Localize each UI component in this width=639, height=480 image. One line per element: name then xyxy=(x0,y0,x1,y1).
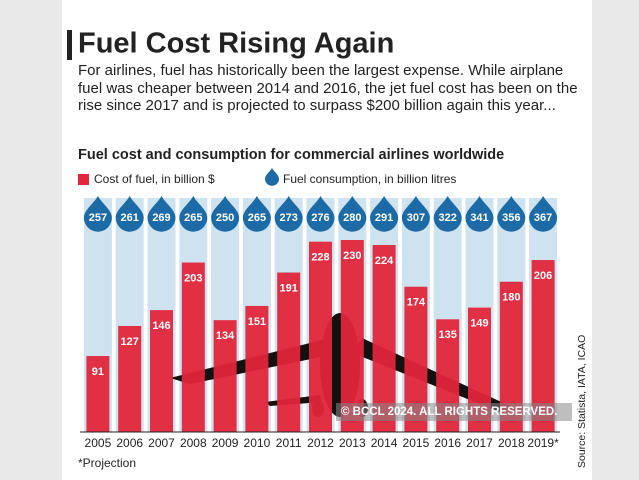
drop-marker xyxy=(465,196,494,232)
drop-marker xyxy=(306,196,335,232)
x-tick-label: 2009 xyxy=(212,436,239,450)
drop-marker xyxy=(529,196,558,232)
bar xyxy=(181,262,205,432)
x-tick-label: 2007 xyxy=(148,436,175,450)
drop-marker xyxy=(274,196,303,232)
bar xyxy=(245,305,269,432)
drop-label: 257 xyxy=(89,212,107,224)
drop-marker xyxy=(497,196,526,232)
drop-label: 341 xyxy=(470,212,488,224)
bar xyxy=(499,281,523,432)
watermark: © BCCL 2024. ALL RIGHTS RESERVED. xyxy=(341,406,557,418)
drop-marker xyxy=(83,196,112,232)
value-label: 91 xyxy=(92,366,104,378)
x-tick-label: 2017 xyxy=(466,436,493,450)
bar xyxy=(340,240,364,432)
bar xyxy=(118,325,142,432)
title-bar xyxy=(67,30,72,60)
x-tick-label: 2013 xyxy=(339,436,366,450)
drop-marker xyxy=(179,196,208,232)
drop-label: 265 xyxy=(184,212,202,224)
drop-label: 261 xyxy=(121,212,139,224)
value-label: 135 xyxy=(439,329,457,341)
drop-label: 276 xyxy=(311,212,329,224)
title: Fuel Cost Rising Again xyxy=(78,28,394,60)
drop-marker xyxy=(115,196,144,232)
bar xyxy=(86,356,110,432)
value-label: 180 xyxy=(502,292,520,304)
x-tick-label: 2018 xyxy=(498,436,525,450)
x-tick-label: 2019* xyxy=(527,436,559,450)
x-tick-label: 2006 xyxy=(116,436,143,450)
legend-label: Fuel consumption, in billion litres xyxy=(283,172,456,186)
drop-label: 269 xyxy=(152,212,170,224)
value-label: 151 xyxy=(248,316,266,328)
drop-label: 250 xyxy=(216,212,234,224)
drop-marker xyxy=(242,196,271,232)
value-label: 146 xyxy=(152,320,170,332)
drop-marker xyxy=(211,196,240,232)
value-label: 228 xyxy=(311,252,329,264)
drop-marker xyxy=(338,196,367,232)
bar xyxy=(404,286,428,432)
bar xyxy=(372,245,396,432)
legend-label: Cost of fuel, in billion $ xyxy=(94,172,215,186)
value-label: 149 xyxy=(470,318,488,330)
value-label: 191 xyxy=(280,282,298,294)
footnote: *Projection xyxy=(78,456,136,470)
source: Source: Statista, IATA, ICAO xyxy=(576,335,588,468)
bar xyxy=(309,241,332,432)
drop-marker xyxy=(401,196,430,232)
drop-label: 280 xyxy=(343,212,361,224)
bar xyxy=(213,320,237,432)
drop-marker xyxy=(433,196,462,232)
value-label: 127 xyxy=(121,336,139,348)
bar xyxy=(468,307,491,432)
value-label: 134 xyxy=(216,330,235,342)
drop-marker xyxy=(147,196,176,232)
value-label: 203 xyxy=(184,272,202,284)
value-label: 230 xyxy=(343,250,361,262)
x-tick-label: 2014 xyxy=(371,436,398,450)
watermark-bg xyxy=(336,403,572,421)
drop-label: 307 xyxy=(407,212,425,224)
value-label: 174 xyxy=(407,297,426,309)
value-label: 206 xyxy=(534,270,552,282)
x-tick-label: 2012 xyxy=(307,436,334,450)
legend-swatch xyxy=(78,174,89,185)
x-tick-label: 2011 xyxy=(276,436,302,450)
bar xyxy=(150,310,173,432)
subtitle: For airlines, fuel has historically been… xyxy=(78,62,578,114)
x-tick-label: 2015 xyxy=(403,436,430,450)
bar xyxy=(277,272,301,432)
drop-label: 367 xyxy=(534,212,552,224)
x-tick-label: 2016 xyxy=(434,436,461,450)
bar xyxy=(531,260,555,432)
x-tick-label: 2010 xyxy=(244,436,271,450)
drop-label: 273 xyxy=(280,212,298,224)
legend-swatch xyxy=(265,168,279,186)
drop-label: 356 xyxy=(502,212,520,224)
value-label: 224 xyxy=(375,255,394,267)
x-tick-label: 2005 xyxy=(85,436,112,450)
drop-label: 291 xyxy=(375,212,393,224)
drop-marker xyxy=(370,196,399,232)
x-tick-label: 2008 xyxy=(180,436,207,450)
drop-label: 265 xyxy=(248,212,266,224)
drop-label: 322 xyxy=(439,212,457,224)
chart-title: Fuel cost and consumption for commercial… xyxy=(78,147,504,163)
